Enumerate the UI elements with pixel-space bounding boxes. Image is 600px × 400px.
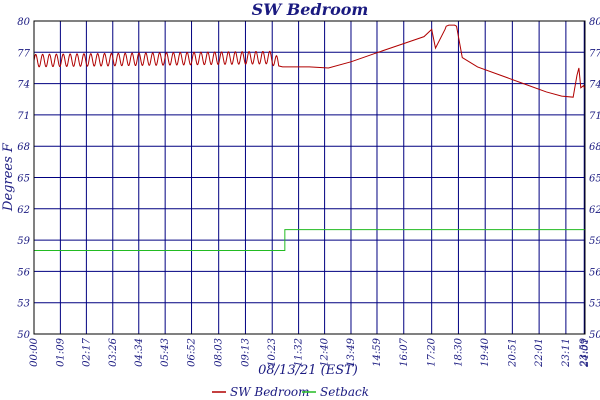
series-group bbox=[33, 24, 586, 252]
x-tick-label: 04:34 bbox=[134, 338, 145, 367]
x-tick-label: 20:51 bbox=[507, 338, 518, 368]
x-tick-label: 09:13 bbox=[240, 338, 251, 367]
y-tick-label-left: 80 bbox=[17, 17, 30, 28]
y-tick-label-right: 77 bbox=[589, 48, 600, 59]
x-axis-label: 08/13/21 (EST) bbox=[258, 363, 358, 378]
plot-frame bbox=[33, 20, 586, 335]
x-tick-label: 00:00 bbox=[29, 337, 40, 366]
x-tick-label: 18:30 bbox=[453, 337, 464, 366]
x-tick-label: 01:09 bbox=[55, 337, 66, 366]
x-tick-label: 10:23 bbox=[267, 338, 278, 367]
y-tick-label-left: 68 bbox=[17, 142, 30, 153]
y-tick-label-right: 53 bbox=[589, 299, 600, 310]
series-line-1 bbox=[33, 24, 586, 98]
y-axis-left: 50 53 56 59 62 65 68 71 74 77 80 bbox=[17, 17, 30, 341]
y-axis-label: Degrees F bbox=[1, 142, 16, 212]
x-tick-label: 14:59 bbox=[372, 337, 383, 366]
x-tick-label: 03:26 bbox=[108, 337, 119, 366]
y-tick-label-left: 77 bbox=[17, 48, 30, 59]
y-tick-label-left: 56 bbox=[17, 267, 30, 278]
y-tick-label-right: 59 bbox=[589, 236, 600, 247]
y-tick-label-right: 71 bbox=[589, 111, 600, 122]
y-tick-label-right: 50 bbox=[589, 330, 600, 341]
x-axis: 00:00 01:09 02:17 03:26 04:34 05:43 06:52 08:03… bbox=[29, 337, 591, 367]
x-tick-label: 05:43 bbox=[160, 338, 171, 367]
x-tick-label: 24:01 bbox=[580, 338, 591, 368]
chart-title: SW Bedroom bbox=[252, 0, 369, 19]
y-tick-label-left: 62 bbox=[17, 205, 30, 216]
x-tick-label: 17:20 bbox=[427, 337, 438, 366]
x-tick-label: 16:07 bbox=[399, 337, 410, 366]
grid bbox=[33, 20, 586, 335]
y-tick-label-left: 71 bbox=[17, 111, 30, 122]
legend-label: SW Bedroom bbox=[230, 385, 310, 399]
y-tick-label-left: 59 bbox=[17, 236, 30, 247]
x-tick-label: 13:49 bbox=[346, 337, 357, 366]
y-tick-label-left: 74 bbox=[17, 80, 30, 91]
x-tick-label: 02:17 bbox=[81, 337, 92, 366]
x-tick-label: 12:40 bbox=[320, 337, 331, 366]
y-tick-label-left: 50 bbox=[17, 330, 30, 341]
x-tick-label: 11:32 bbox=[294, 338, 305, 367]
y-axis-right: 50 53 56 59 62 65 68 71 74 77 80 bbox=[589, 17, 600, 341]
series-line-2 bbox=[34, 229, 585, 252]
y-tick-label-right: 80 bbox=[589, 17, 600, 28]
x-tick-label: 08:03 bbox=[214, 338, 225, 367]
legend-label: Setback bbox=[320, 385, 369, 399]
y-tick-label-left: 65 bbox=[17, 174, 30, 185]
y-tick-label-right: 74 bbox=[589, 80, 600, 91]
y-tick-label-right: 56 bbox=[589, 267, 600, 278]
y-tick-label-right: 68 bbox=[589, 142, 600, 153]
x-tick-label: 23:11 bbox=[561, 338, 572, 368]
y-tick-label-right: 65 bbox=[589, 174, 600, 185]
x-tick-label: 06:52 bbox=[187, 338, 198, 367]
x-tick-label: 23:59 bbox=[579, 337, 590, 367]
y-tick-label-left: 53 bbox=[17, 299, 30, 310]
y-tick-label-right: 62 bbox=[589, 205, 600, 216]
x-tick-label: 22:01 bbox=[534, 338, 545, 368]
x-tick-label: 19:40 bbox=[480, 337, 491, 366]
legend: SW Bedroom Setback bbox=[212, 385, 369, 399]
